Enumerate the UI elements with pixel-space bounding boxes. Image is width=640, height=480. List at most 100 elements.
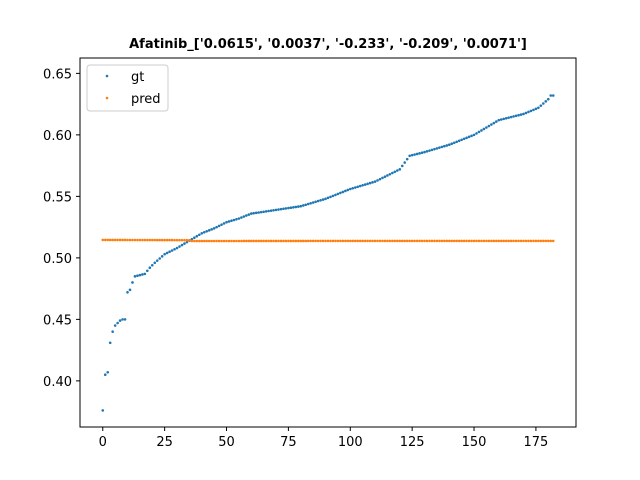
data-point-pred [532,239,535,243]
data-point-pred [495,239,498,243]
data-point-pred [499,239,503,243]
data-point-gt [116,321,119,325]
x-tick-label: 100 [338,435,363,450]
data-point-pred [111,238,114,242]
data-point-gt [413,153,416,156]
data-point-gt [240,216,243,219]
data-point-gt [294,205,298,209]
data-point-pred [413,239,416,243]
data-point-pred [158,238,161,242]
data-point-gt [331,194,335,198]
data-point-gt [334,193,337,197]
data-point-gt [485,126,488,129]
data-point-pred [163,238,166,242]
data-point-pred [133,238,137,242]
data-point-gt [173,247,176,251]
data-point-gt [361,184,364,187]
data-point-pred [440,239,444,243]
data-point-pred [376,239,379,243]
data-point-pred [299,239,303,243]
chart-title: Afatinib_['0.0615', '0.0037', '-0.233', … [129,37,527,52]
data-point-gt [287,206,290,210]
data-point-pred [408,239,411,243]
data-point-pred [180,238,184,242]
data-point-gt [356,185,360,189]
data-point-gt [514,114,518,118]
data-point-gt [467,135,471,139]
data-point-pred [269,239,273,243]
data-point-pred [284,239,288,243]
data-point-pred [190,239,194,243]
data-point-pred [103,238,107,242]
data-point-gt [430,148,434,152]
data-point-pred [475,239,478,243]
data-point-pred [455,239,459,243]
data-point-pred [220,239,223,243]
data-point-gt [306,202,310,206]
data-point-gt [522,112,525,116]
data-point-gt [108,341,112,345]
data-point-pred [304,239,308,243]
data-point-gt [348,187,352,191]
data-point-gt [326,196,330,200]
data-point-pred [331,239,335,243]
data-point-gt [452,141,456,145]
data-point-pred [507,239,510,243]
data-point-pred [272,239,275,243]
data-point-gt [183,242,186,245]
data-point-gt [393,170,397,174]
data-point-gt [428,149,431,152]
data-point-pred [497,239,501,243]
data-point-pred [400,239,404,243]
data-point-pred [509,239,513,243]
data-point-pred [153,238,157,242]
data-point-pred [336,239,340,243]
data-point-pred [366,239,369,243]
data-point-pred [433,239,436,243]
data-point-pred [289,239,293,243]
data-point-pred [435,239,439,243]
y-axis: 0.40 0.45 0.50 0.55 0.60 0.65 [43,67,80,390]
data-point-gt [445,144,449,147]
data-point-gt [376,179,379,182]
data-point-gt [443,144,446,148]
data-point-gt [480,129,483,132]
data-point-gt [418,152,421,155]
data-point-pred [202,239,206,243]
data-point-pred [492,239,496,243]
data-point-gt [381,176,384,180]
data-point-gt [497,118,501,122]
data-point-gt [118,319,122,322]
data-point-gt [371,181,374,184]
data-point-gt [495,120,498,123]
data-point-gt [517,113,520,117]
data-point-gt [504,116,508,120]
data-point-pred [106,238,110,242]
data-point-gt [163,252,166,256]
data-point-pred [155,238,159,242]
data-point-gt [249,212,253,215]
data-point-gt [529,109,533,113]
data-point-gt [123,318,127,321]
data-point-gt [534,107,538,111]
data-point-gt [133,275,137,278]
data-point-pred [393,239,397,243]
data-point-pred [420,239,424,243]
data-point-pred [386,239,389,243]
data-point-pred [329,239,332,243]
data-point-gt [339,191,342,195]
legend-label-pred: pred [131,92,161,107]
data-point-gt [405,157,409,161]
data-point-gt [415,152,419,156]
data-point-gt [470,134,473,138]
data-point-gt [440,145,444,149]
data-point-pred [131,238,134,242]
data-point-pred [259,239,263,243]
data-point-pred [116,238,119,242]
data-point-gt [190,237,194,241]
data-point-gt [396,169,399,172]
data-point-gt [245,214,248,217]
data-point-gt [435,147,439,150]
data-point-pred [128,238,132,242]
data-point-pred [287,239,290,243]
